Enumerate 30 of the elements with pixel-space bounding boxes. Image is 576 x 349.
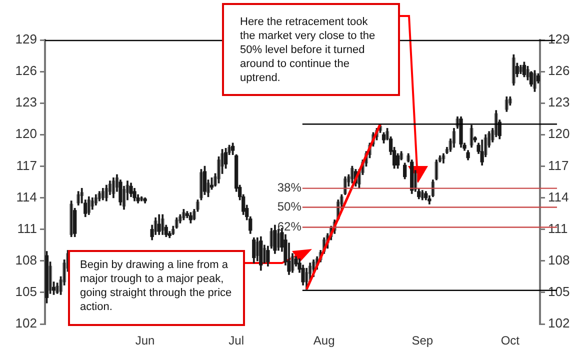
x-tick-label: Oct — [500, 334, 520, 348]
y-tick-label: 126 — [15, 63, 37, 78]
y-tick-label: 129 — [15, 32, 37, 47]
x-tick-label: Aug — [313, 334, 335, 348]
y2-tick-label: 105 — [548, 284, 570, 300]
y2-tick-label: 123 — [548, 94, 570, 110]
y-tick-label: 114 — [16, 189, 37, 204]
x-tick-label: Jul — [228, 334, 244, 348]
x-tick-label: Sep — [412, 334, 434, 348]
y-tick-label: 102 — [15, 316, 37, 331]
annotation: 50% — [277, 200, 302, 214]
y2-tick-label: 120 — [548, 126, 570, 142]
y2-tick-label: 129 — [548, 32, 570, 47]
y-tick-label: 108 — [15, 252, 37, 268]
y-tick-label: 123 — [15, 94, 37, 110]
annotation: 38% — [277, 180, 302, 195]
annotation: 62% — [277, 220, 302, 234]
y2-tick-label: 126 — [548, 63, 570, 78]
x-tick-label: Jun — [135, 334, 155, 348]
y-tick-label: 105 — [15, 284, 37, 300]
y2-tick-label: 114 — [548, 189, 569, 204]
callout-box: Begin by drawing a line from a major trough to a major peak, going straight through the price action. — [68, 250, 245, 326]
callout-box: Here the retracement took the market very close to the 50% level before it turned around to continue the uptrend. — [222, 3, 400, 96]
y2-tick-label: 111 — [548, 220, 568, 236]
y-tick-label: 117 — [16, 158, 37, 173]
y2-tick-label: 102 — [548, 316, 570, 331]
y-tick-label: 120 — [15, 126, 37, 142]
y2-tick-label: 117 — [548, 158, 569, 173]
y-tick-label: 111 — [17, 220, 37, 236]
y2-tick-label: 108 — [548, 252, 570, 268]
